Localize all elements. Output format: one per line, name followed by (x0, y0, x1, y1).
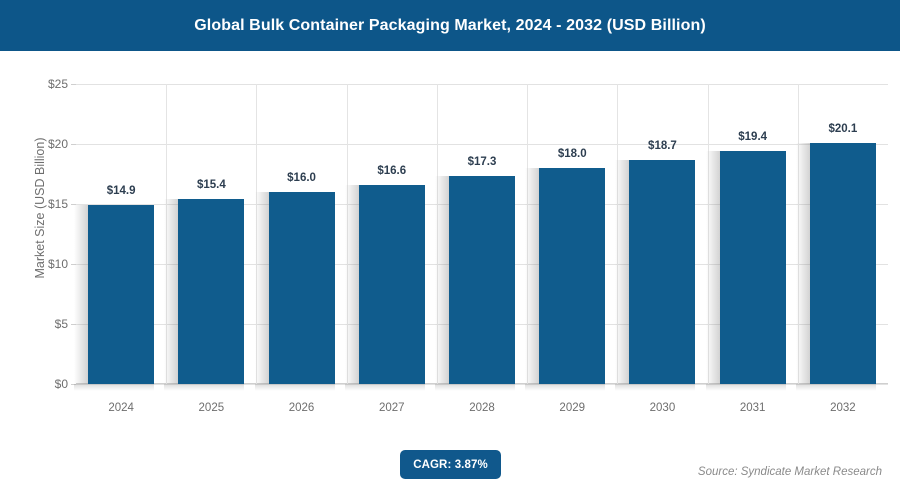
bar-column[interactable]: $14.9 (74, 84, 155, 391)
bar[interactable] (809, 142, 876, 384)
gridline-vertical (617, 84, 618, 384)
bar[interactable] (629, 159, 696, 384)
chart-header-band: Global Bulk Container Packaging Market, … (0, 0, 900, 51)
bar-column[interactable]: $18.0 (525, 84, 606, 391)
bar-column[interactable]: $15.4 (164, 84, 245, 391)
bar[interactable] (719, 151, 786, 384)
gridline-vertical (166, 84, 167, 384)
source-note: Source: Syndicate Market Research (697, 466, 882, 478)
bar[interactable] (539, 168, 606, 384)
gridline-vertical (347, 84, 348, 384)
bar-shadow (705, 151, 720, 384)
bar-shadow-bottom (254, 384, 335, 391)
bar-value-label: $16.6 (377, 164, 407, 177)
bar[interactable] (449, 176, 515, 384)
bar-value-label: $20.1 (828, 122, 858, 135)
y-axis-tick-label: $25 (47, 77, 68, 91)
bar-shadow-bottom (795, 384, 876, 391)
bar-shadow (795, 142, 810, 384)
x-axis-tick-label: 2026 (288, 402, 315, 414)
bar-shadow-bottom (615, 384, 696, 391)
gridline-vertical (798, 84, 799, 384)
gridline-vertical (527, 84, 528, 384)
bar-shadow-bottom (344, 384, 425, 391)
bar[interactable] (268, 192, 335, 384)
y-axis-tick-mark (71, 204, 76, 205)
x-axis-tick-label: 2028 (469, 402, 495, 414)
bar-column[interactable]: $20.1 (795, 84, 876, 391)
gridline-horizontal (76, 84, 888, 85)
bar-value-label: $15.4 (196, 179, 226, 192)
bar-shadow (615, 159, 630, 384)
y-axis-tick-label: $15 (47, 197, 68, 211)
bar-column[interactable]: $16.6 (344, 84, 425, 391)
bar-shadow (164, 199, 179, 384)
bar-value-label: $19.4 (738, 131, 768, 144)
bar-value-label: $14.9 (106, 185, 136, 198)
gridline-vertical (256, 84, 257, 384)
y-axis-tick-mark (71, 324, 76, 325)
bar-value-label: $17.3 (467, 156, 497, 169)
chart-area: Market Size (USD Billion) $0 $5 $10 $15 $20 $… (0, 51, 900, 500)
gridline-vertical (437, 84, 438, 384)
y-axis-tick-mark (71, 144, 76, 145)
gridline-horizontal (76, 144, 888, 145)
bar[interactable] (178, 199, 245, 384)
y-axis-tick-mark (71, 384, 76, 385)
gridline-horizontal (76, 384, 888, 385)
x-axis-tick-label: 2025 (198, 402, 225, 414)
bar-shadow (525, 168, 540, 384)
y-axis-tick-label: $5 (54, 317, 68, 331)
gridline-vertical (708, 84, 709, 384)
y-axis-tick-mark (71, 264, 76, 265)
x-axis-tick-label: 2030 (649, 402, 676, 414)
bar-shadow-bottom (164, 384, 245, 391)
bar-column[interactable]: $19.4 (705, 84, 786, 391)
bar-value-label: $18.7 (648, 139, 677, 152)
bar[interactable] (88, 205, 155, 384)
x-axis-tick-label: 2029 (559, 402, 586, 414)
y-axis-tick-label: $10 (47, 257, 68, 271)
x-axis-tick-label: 2032 (830, 402, 856, 414)
chart-title: Global Bulk Container Packaging Market, … (194, 16, 706, 34)
x-axis-tick-label: 2031 (739, 402, 766, 414)
bar-shadow-bottom (74, 384, 155, 391)
bar-column[interactable]: $18.7 (615, 84, 696, 391)
bar[interactable] (358, 184, 425, 384)
bar-shadow (435, 176, 449, 384)
bar-shadow (254, 192, 269, 384)
bar-value-label: $18.0 (557, 148, 587, 160)
bar-value-label: $16.0 (287, 172, 316, 184)
y-axis-tick-label: $0 (54, 377, 68, 391)
plot-area: $0 $5 $10 $15 $20 $25 $14.9 2024 $15.4 2025 $16.0 2… (48, 78, 888, 414)
bar-column[interactable]: $16.0 (254, 84, 335, 391)
y-axis-tick-label: $20 (47, 137, 68, 151)
bar-shadow (74, 205, 89, 384)
cagr-badge: CAGR: 3.87% (400, 450, 501, 479)
bar-column[interactable]: $17.3 (435, 84, 515, 391)
x-axis-tick-label: 2027 (378, 402, 405, 414)
bar-shadow-bottom (705, 384, 786, 391)
y-axis-tick-mark (71, 84, 76, 85)
x-axis-tick-label: 2024 (108, 402, 134, 414)
bar-shadow-bottom (525, 384, 606, 391)
bar-shadow (344, 184, 359, 384)
bar-shadow-bottom (435, 384, 515, 391)
